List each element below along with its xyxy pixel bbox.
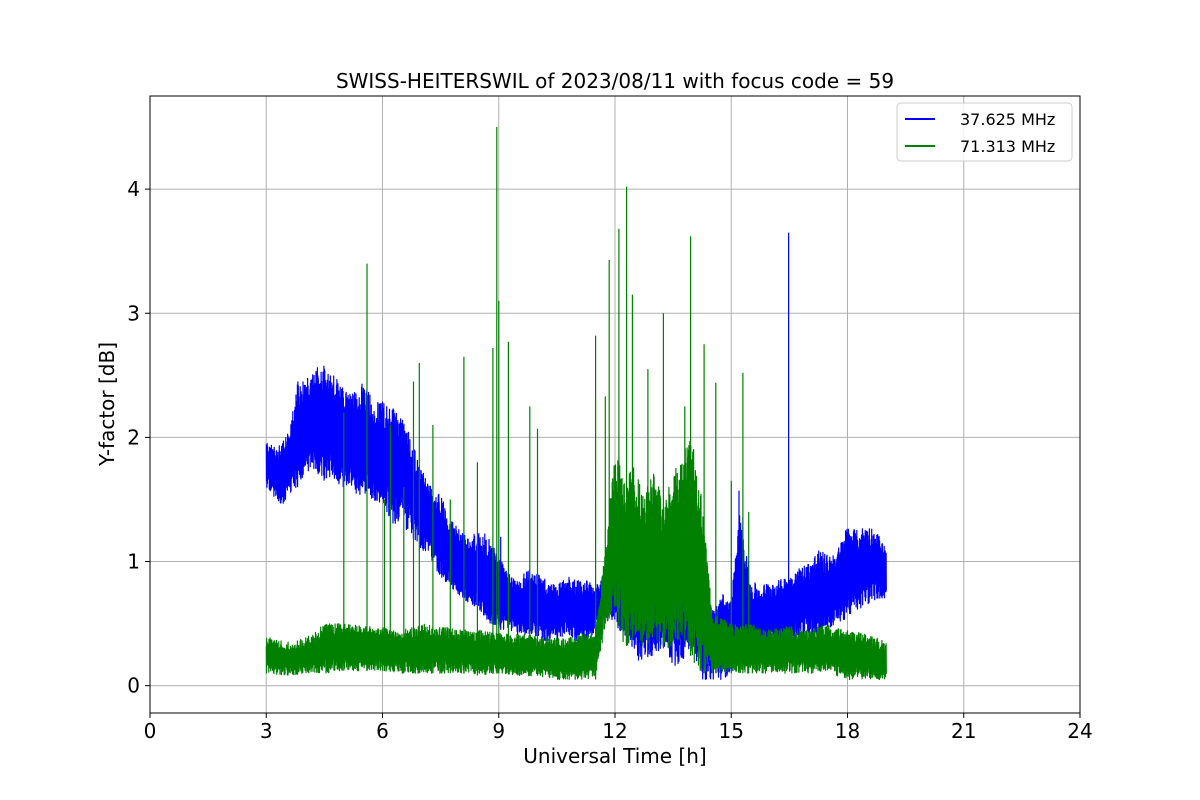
legend-label-37mhz: 37.625 MHz — [960, 110, 1055, 129]
x-axis-label: Universal Time [h] — [523, 744, 706, 768]
y-axis-label: Y-factor [dB] — [95, 342, 119, 467]
series-line-37mhz — [265, 232, 887, 680]
legend-frame — [896, 102, 1073, 162]
x-tick-label: 6 — [376, 719, 389, 743]
x-tick-label: 3 — [260, 719, 273, 743]
legend-label-71mhz: 71.313 MHz — [960, 137, 1055, 156]
y-tick-label: 1 — [127, 550, 140, 574]
x-tick-label: 15 — [719, 719, 744, 743]
y-tick-label: 4 — [127, 177, 140, 201]
plot-area — [265, 127, 887, 681]
x-axis: 0 3 6 9 12 15 18 21 24 — [144, 713, 1093, 743]
legend: 37.625 MHz 71.313 MHz — [896, 102, 1073, 162]
x-tick-label: 24 — [1067, 719, 1092, 743]
x-tick-label: 12 — [602, 719, 627, 743]
y-tick-label: 2 — [127, 425, 140, 449]
series-line-71mhz — [265, 127, 887, 681]
x-tick-label: 21 — [951, 719, 976, 743]
y-axis: 0 1 2 3 4 — [127, 177, 150, 698]
x-tick-label: 18 — [835, 719, 860, 743]
y-tick-label: 0 — [127, 674, 140, 698]
y-tick-label: 3 — [127, 301, 140, 325]
chart-title: SWISS-HEITERSWIL of 2023/08/11 with focu… — [336, 69, 894, 93]
x-tick-label: 9 — [492, 719, 505, 743]
x-tick-label: 0 — [144, 719, 157, 743]
